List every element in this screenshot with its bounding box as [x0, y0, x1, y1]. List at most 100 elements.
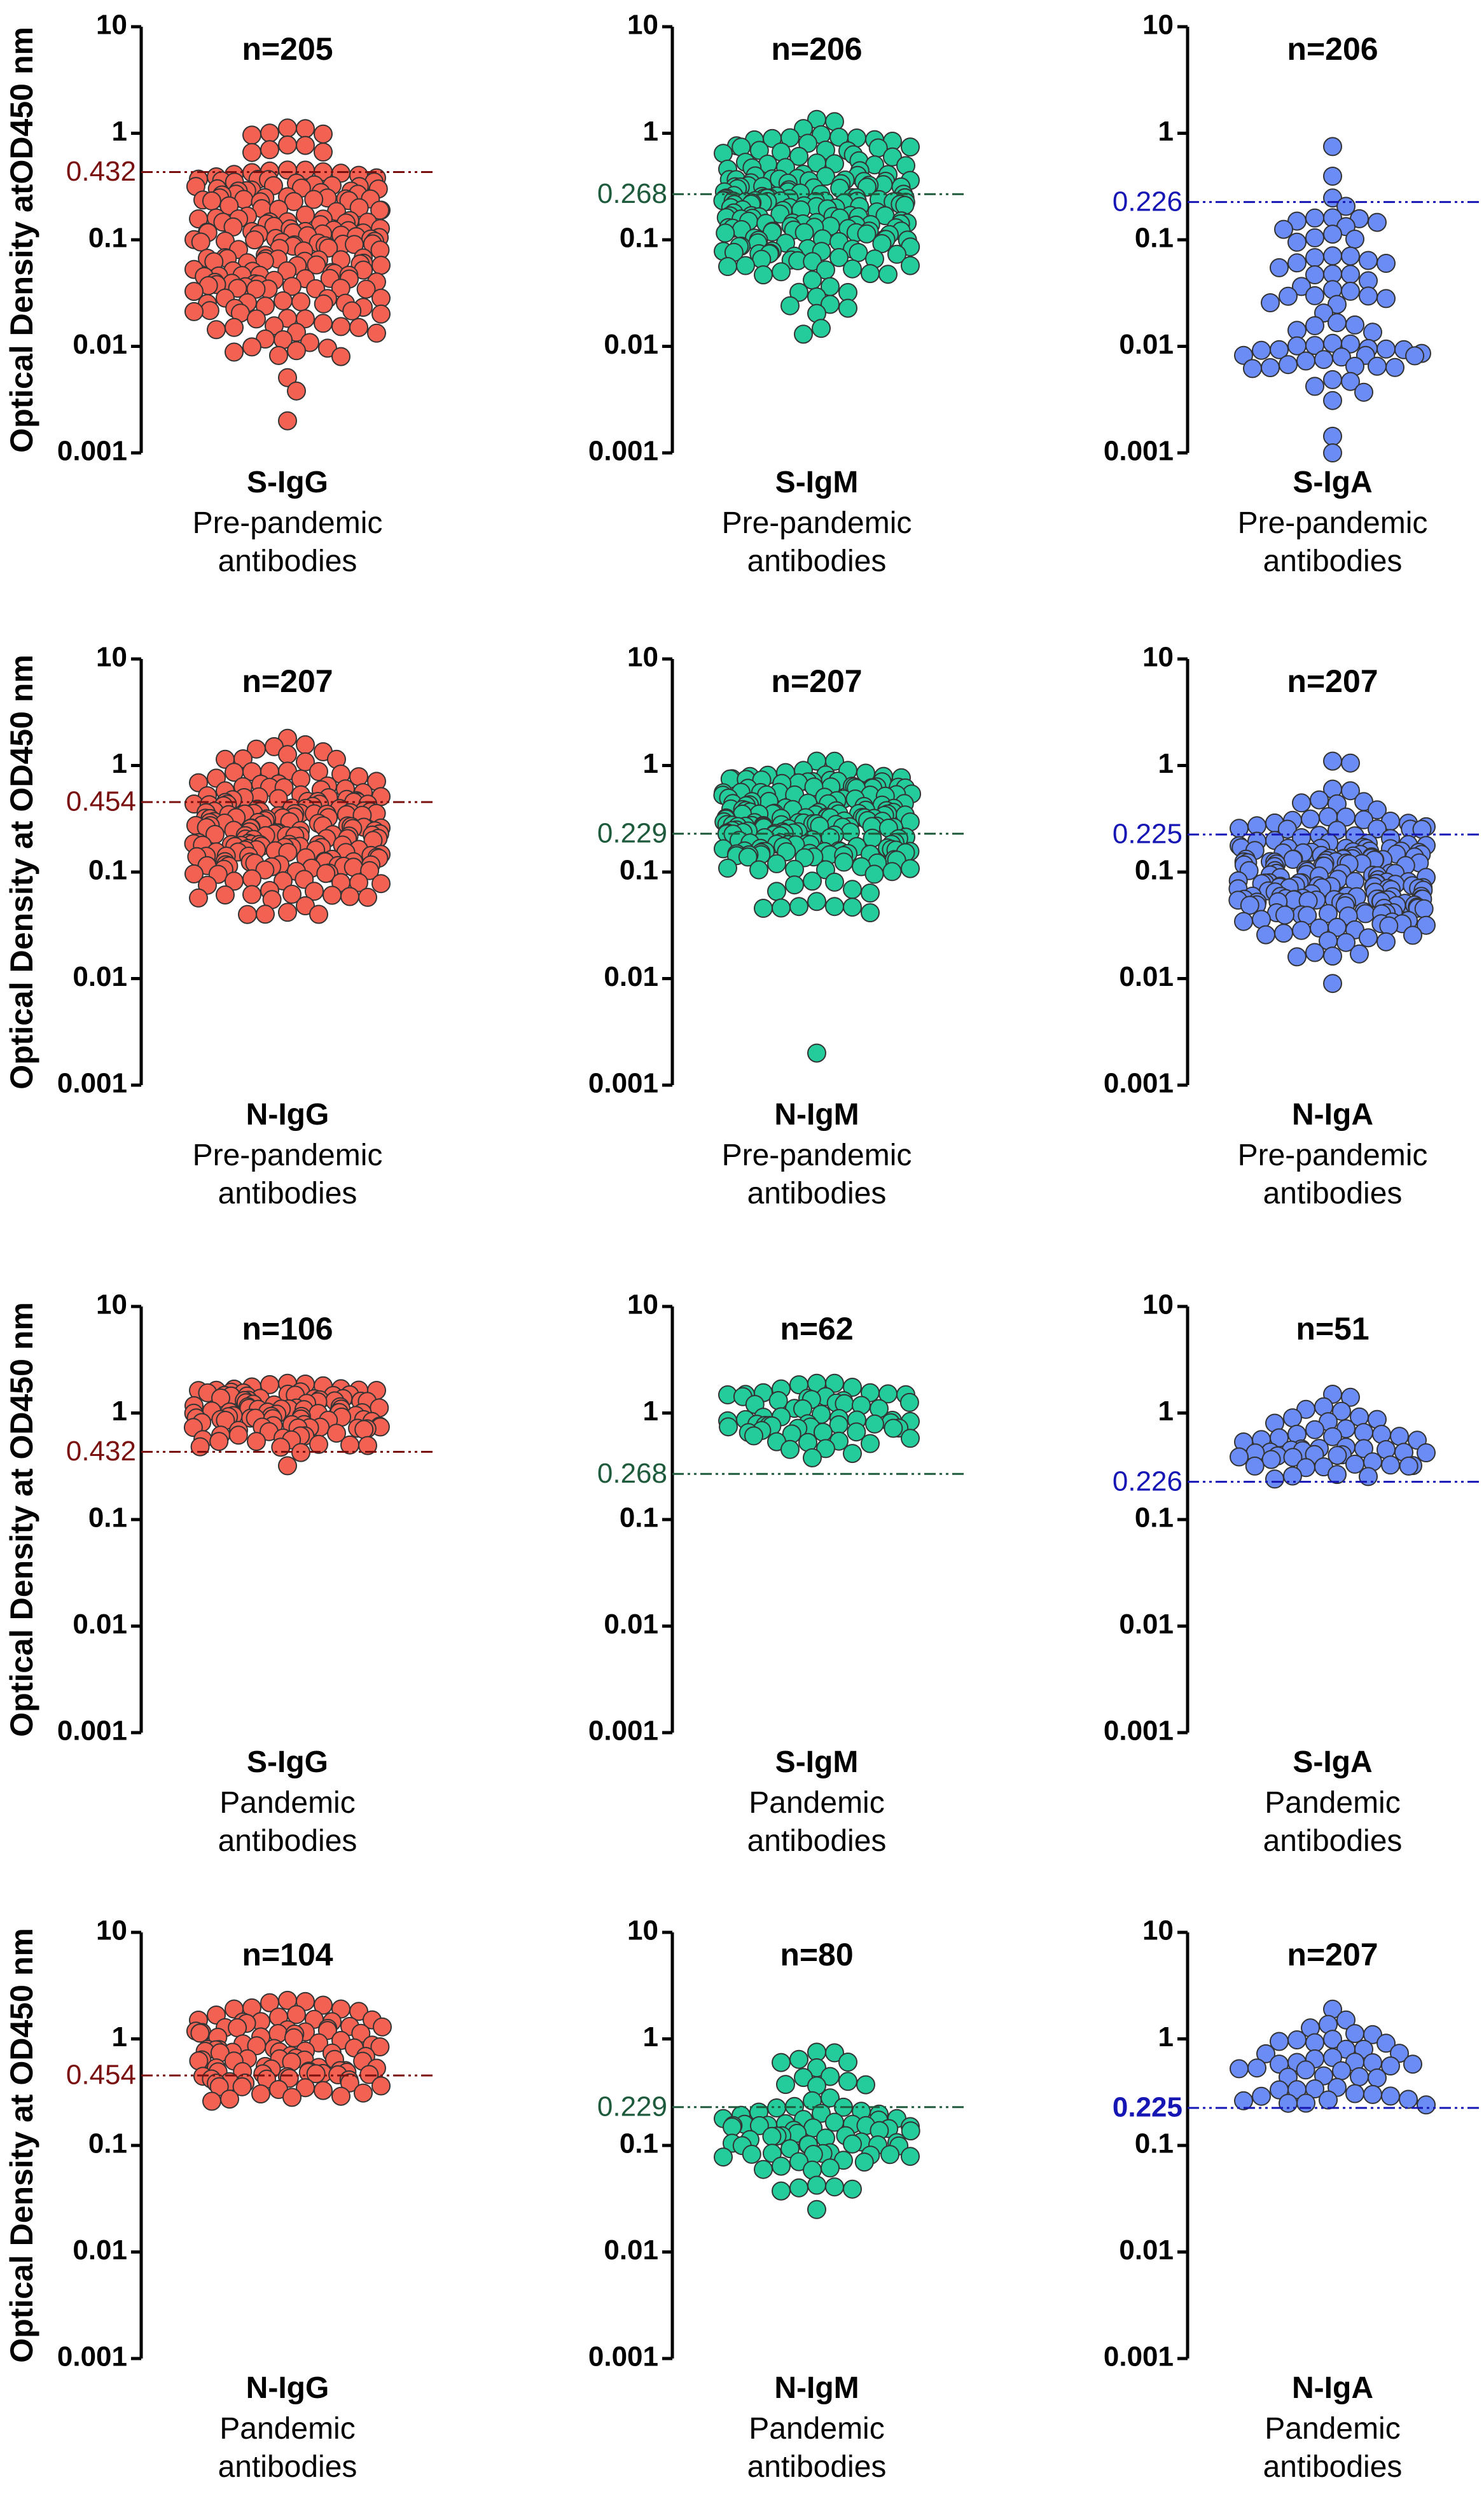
group-label: Pre-pandemic — [193, 1139, 383, 1172]
data-point — [1305, 943, 1324, 962]
data-point — [821, 294, 840, 314]
data-point — [780, 1439, 800, 1459]
data-point — [316, 864, 336, 883]
data-point — [1332, 1401, 1351, 1421]
data-point — [370, 2037, 390, 2056]
panel-s-iga-pre-pandemic: 10 1 0.1 0.01 0.001 n=206 0.226 S-IgA Pre-pandem… — [1104, 10, 1479, 578]
data-point — [789, 1375, 808, 1395]
data-point — [271, 1438, 291, 1457]
n-count: n=207 — [1287, 1937, 1378, 1972]
data-point — [367, 323, 386, 343]
data-point — [754, 899, 773, 918]
data-point — [1354, 1439, 1373, 1458]
data-point — [901, 137, 920, 157]
data-point — [1341, 281, 1360, 301]
data-point — [854, 2152, 874, 2172]
data-point — [767, 2098, 786, 2117]
data-point — [331, 347, 350, 366]
data-point — [838, 2053, 857, 2072]
antigen-label: S-IgG — [247, 466, 328, 499]
group-label: Pre-pandemic — [722, 506, 912, 540]
data-point — [1292, 277, 1311, 296]
data-point — [314, 314, 333, 333]
data-point — [1412, 819, 1432, 839]
data-point — [358, 887, 377, 907]
data-point — [794, 324, 813, 344]
data-point — [1377, 932, 1396, 952]
group-label: Pandemic — [1265, 1786, 1400, 1820]
data-point — [371, 288, 391, 308]
data-point — [1323, 225, 1342, 244]
data-point — [1417, 1443, 1436, 1462]
y-axis-label: Optical Density at OD450 nm — [4, 1928, 39, 2363]
y-tick-label: 0.1 — [1135, 223, 1174, 254]
y-tick-label: 10 — [96, 1289, 127, 1320]
data-point — [1287, 2030, 1307, 2049]
data-point — [1359, 251, 1378, 270]
panel-n-igm-pre-pandemic: 10 1 0.1 0.01 0.001 n=207 0.229 N-IgM Pre-pandem… — [588, 642, 964, 1210]
data-point — [246, 279, 266, 299]
data-point — [1279, 286, 1298, 306]
n-count: n=51 — [1296, 1311, 1369, 1347]
panel-s-igg-pandemic: 10 1 0.1 0.01 0.001 n=106 0.432 S-IgG Pandemic an… — [57, 1289, 433, 1858]
data-point — [220, 2089, 239, 2109]
data-point — [772, 2181, 791, 2201]
data-point — [1328, 313, 1347, 333]
data-point — [1350, 944, 1369, 964]
y-tick-label: 0.01 — [1119, 961, 1174, 992]
y-tick-label: 10 — [1142, 642, 1174, 673]
data-point — [716, 223, 735, 243]
data-point — [749, 141, 769, 160]
data-point — [1270, 2080, 1289, 2100]
data-point — [1279, 355, 1298, 375]
data-point — [789, 2049, 808, 2069]
data-point — [1356, 904, 1375, 924]
data-point — [284, 191, 303, 211]
data-point — [1381, 2086, 1400, 2106]
data-point — [798, 134, 817, 153]
data-point — [718, 858, 737, 878]
data-point — [880, 2145, 900, 2165]
data-point — [812, 319, 831, 338]
data-point — [1341, 246, 1360, 266]
n-count: n=205 — [242, 31, 333, 67]
data-point — [714, 2147, 733, 2167]
group-label: Pandemic — [749, 2412, 884, 2446]
group-label: Pre-pandemic — [193, 506, 383, 540]
data-point — [807, 892, 826, 911]
data-point — [825, 897, 844, 917]
data-point — [825, 2043, 844, 2063]
data-point — [1354, 2039, 1373, 2059]
data-point — [1323, 370, 1342, 389]
data-point — [776, 2075, 795, 2095]
data-point — [242, 885, 261, 904]
data-point — [1243, 359, 1262, 378]
data-point — [736, 256, 755, 275]
cutoff-label: 0.229 — [597, 2091, 667, 2122]
group-label: Pandemic — [219, 1786, 355, 1820]
data-point — [189, 888, 208, 908]
y-tick-label: 10 — [627, 1289, 658, 1320]
data-point — [1310, 790, 1329, 810]
data-point — [1399, 2089, 1418, 2109]
data-point — [327, 1424, 346, 1443]
data-point — [190, 2023, 210, 2043]
data-point — [260, 1993, 279, 2013]
data-point — [314, 294, 333, 314]
data-point — [1354, 382, 1373, 402]
data-point — [225, 1999, 244, 2019]
data-point — [1368, 212, 1387, 232]
y-tick-label: 0.001 — [57, 1068, 127, 1099]
data-point — [242, 337, 261, 357]
data-point — [260, 123, 279, 143]
data-point — [238, 904, 257, 924]
group-label: antibodies — [218, 2450, 357, 2484]
data-point — [1261, 1450, 1281, 1469]
y-tick-label: 0.01 — [73, 961, 127, 992]
data-point — [189, 773, 208, 793]
data-point — [340, 887, 359, 906]
panel-n-iga-pre-pandemic: 10 1 0.1 0.01 0.001 n=207 0.225 N-IgA Pre-pandem… — [1104, 642, 1479, 1210]
data-point — [901, 2121, 920, 2141]
n-count: n=207 — [771, 663, 862, 699]
data-point — [1403, 2054, 1422, 2074]
